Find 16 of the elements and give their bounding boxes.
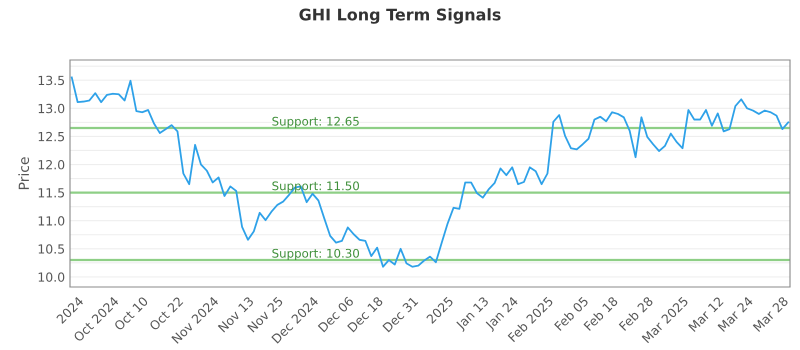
y-tick-label: 12.0 (38, 160, 64, 170)
y-tick-label: 11.5 (38, 188, 64, 198)
y-axis-title: Price (18, 157, 30, 190)
ref-line-label: Support: 11.50 (272, 181, 360, 193)
line-series (70, 76, 790, 268)
y-tick-label: 13.0 (38, 104, 64, 114)
y-tick-label: 13.5 (38, 76, 64, 86)
ref-line-label: Support: 12.65 (272, 116, 359, 128)
y-tick-label: 12.5 (38, 132, 64, 142)
x-tick-label: Dec 31 (382, 296, 418, 332)
x-tick-label: Mar 28 (752, 296, 789, 332)
ref-line-label: Support: 10.30 (272, 248, 360, 260)
y-tick-label: 11.0 (38, 216, 64, 226)
y-tick-label: 10.0 (38, 272, 64, 282)
y-tick-label: 10.5 (38, 244, 64, 254)
chart-title: GHI Long Term Signals (299, 8, 501, 24)
